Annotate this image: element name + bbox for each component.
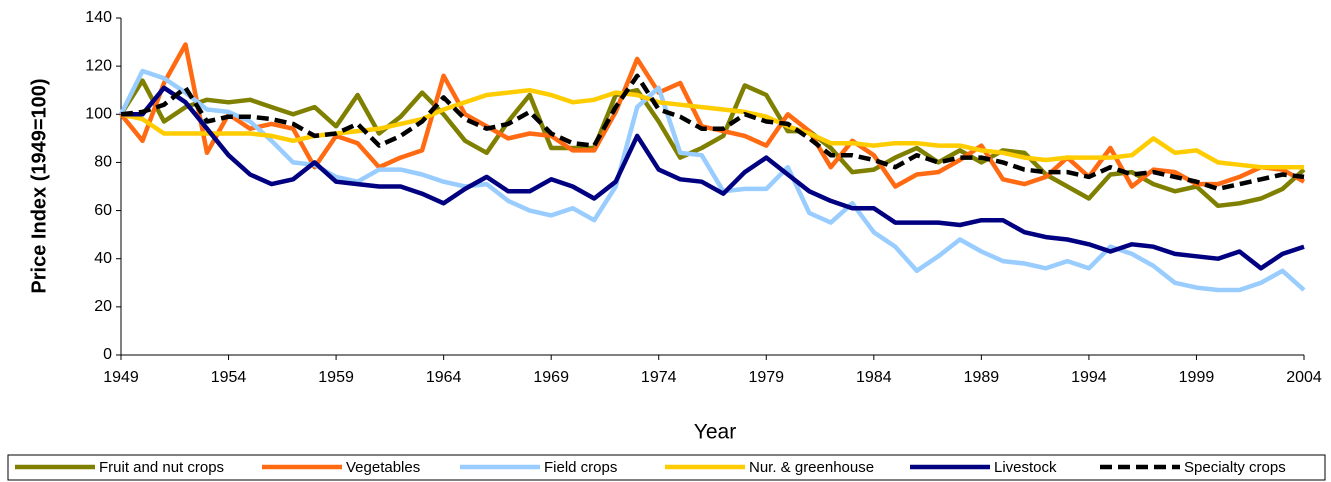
y-tick-label: 100 xyxy=(85,106,112,123)
x-tick-label: 1974 xyxy=(641,369,677,386)
legend-label: Fruit and nut crops xyxy=(99,459,224,476)
x-tick-label: 1979 xyxy=(748,369,784,386)
y-axis-label: Price Index (1949=100) xyxy=(28,78,50,293)
x-tick-label: 2004 xyxy=(1286,369,1322,386)
x-axis-label: Year xyxy=(694,421,736,444)
x-tick-label: 1954 xyxy=(211,369,247,386)
y-tick-label: 20 xyxy=(94,298,112,315)
series-line xyxy=(119,78,1306,209)
x-tick-label: 1984 xyxy=(856,369,892,386)
legend-label: Specialty crops xyxy=(1184,459,1286,476)
y-tick-label: 60 xyxy=(94,202,112,219)
x-tick-label: 1964 xyxy=(426,369,462,386)
x-tick-label: 1959 xyxy=(318,369,354,386)
series-line xyxy=(119,42,1306,189)
y-tick-label: 40 xyxy=(94,250,112,267)
series-line xyxy=(121,85,1305,271)
x-tick-label: 1969 xyxy=(533,369,569,386)
x-tick-label: 1989 xyxy=(964,369,1000,386)
legend-label: Nur. & greenhouse xyxy=(749,459,874,476)
legend-label: Vegetables xyxy=(346,459,420,476)
series-line xyxy=(120,73,1305,192)
x-tick-label: 1999 xyxy=(1179,369,1215,386)
y-tick-label: 140 xyxy=(85,9,112,26)
legend-label: Field crops xyxy=(544,459,617,476)
y-tick-label: 120 xyxy=(85,57,112,74)
x-tick-label: 1949 xyxy=(103,369,139,386)
y-tick-label: 80 xyxy=(94,154,112,171)
x-tick-label: 1994 xyxy=(1071,369,1107,386)
legend-label: Livestock xyxy=(994,459,1057,476)
y-tick-label: 0 xyxy=(103,346,112,363)
